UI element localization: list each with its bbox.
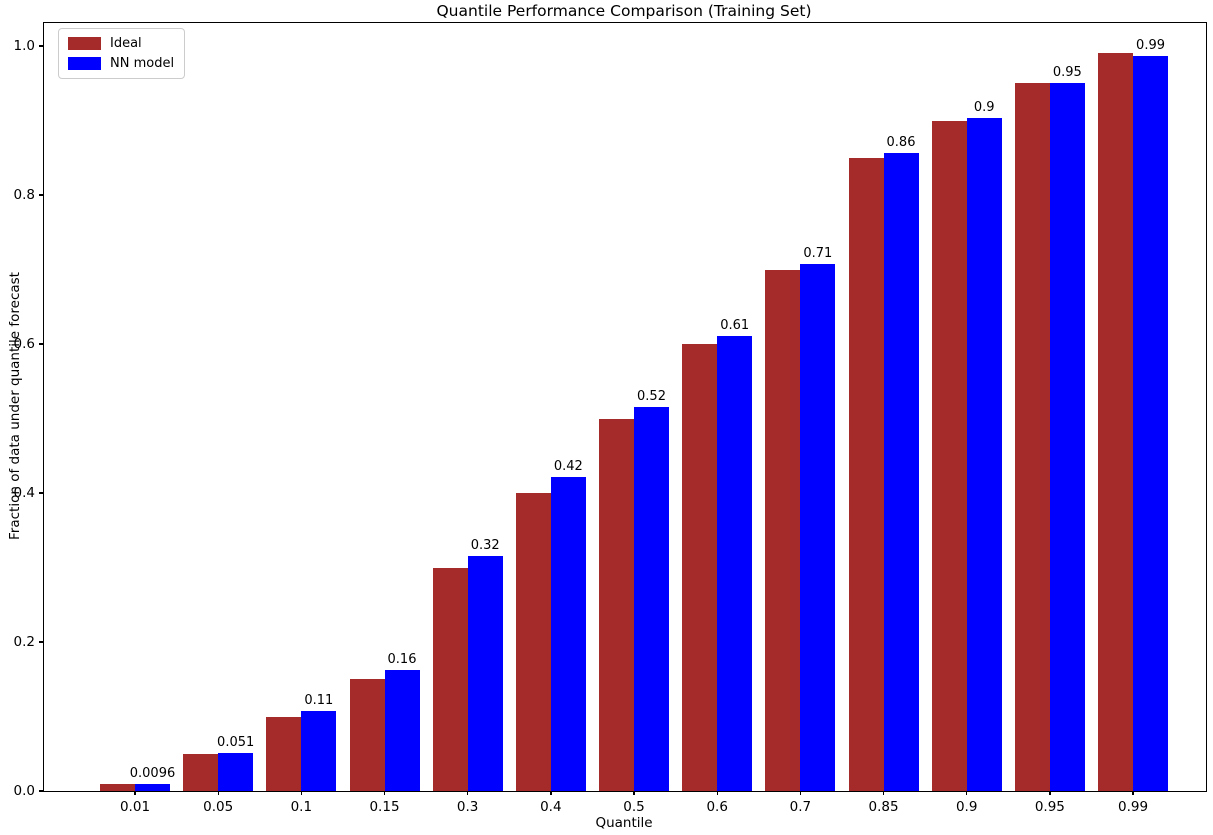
- legend-label-nn-model: NN model: [110, 56, 175, 71]
- y-tick-mark: [39, 45, 43, 47]
- x-tick-mark: [966, 791, 968, 795]
- bar-nn-model: [1049, 82, 1085, 791]
- y-tick-mark: [39, 641, 43, 643]
- bar-ideal: [100, 783, 135, 791]
- y-tick-label: 0.0: [13, 783, 35, 799]
- y-tick-label: 1.0: [13, 38, 35, 54]
- y-tick-label: 0.2: [13, 634, 35, 650]
- bar-ideal: [682, 344, 718, 791]
- y-tick-mark: [39, 343, 43, 345]
- bar-ideal: [432, 567, 468, 791]
- x-tick-mark: [217, 791, 219, 795]
- x-tick-label: 0.4: [540, 799, 562, 815]
- bar-ideal: [1098, 53, 1134, 791]
- x-tick-label: 0.7: [789, 799, 812, 815]
- bar-value-label: 0.32: [470, 537, 500, 553]
- legend-swatch-nn-model: [68, 57, 101, 70]
- bar-nn-model: [135, 783, 170, 791]
- x-tick-label: 0.6: [706, 799, 728, 815]
- bar-value-label: 0.11: [304, 693, 334, 709]
- x-tick-mark: [134, 791, 136, 795]
- bar-value-label: 0.95: [1052, 64, 1082, 80]
- x-axis-label: Quantile: [595, 815, 653, 831]
- y-tick-label: 0.8: [13, 187, 35, 203]
- bar-nn-model: [467, 555, 503, 791]
- x-tick-mark: [799, 791, 802, 795]
- bar-ideal: [266, 716, 302, 791]
- bar-nn-model: [384, 669, 420, 791]
- x-tick-label: 0.99: [1118, 799, 1149, 815]
- bar-nn-model: [550, 477, 586, 791]
- bar-nn-model: [1133, 56, 1169, 791]
- bar-value-label: 0.0096: [129, 765, 176, 781]
- bar-ideal: [1014, 83, 1050, 791]
- x-tick-mark: [550, 791, 552, 795]
- x-tick-mark: [716, 791, 718, 795]
- y-tick-mark: [39, 492, 43, 494]
- x-tick-mark: [383, 791, 386, 795]
- bar-value-label: 0.051: [217, 735, 255, 750]
- x-tick-mark: [467, 791, 469, 795]
- x-tick-label: 0.9: [955, 799, 978, 815]
- x-tick-mark: [1049, 791, 1051, 795]
- bar-nn-model: [634, 407, 670, 791]
- plot-area: Ideal NN model 0.0 0.2 0.4 0.6 0.8 1.0 0.01 0.0…: [14, 22, 1207, 815]
- chart-title: Quantile Performance Comparison (Trainin…: [436, 2, 812, 20]
- x-tick-mark: [882, 791, 885, 795]
- bar-value-label: 0.99: [1136, 38, 1165, 54]
- bar-ideal: [515, 493, 551, 791]
- x-tick-label: 0.15: [369, 799, 400, 815]
- bar-nn-model: [301, 711, 337, 791]
- bar-ideal: [931, 120, 967, 791]
- bar-ideal: [183, 753, 219, 791]
- bar-nn-model: [883, 152, 919, 791]
- y-tick-mark: [39, 790, 43, 792]
- bar-ideal: [765, 269, 801, 791]
- x-tick-label: 0.05: [203, 799, 234, 815]
- x-tick-label: 0.5: [623, 799, 645, 815]
- x-tick-mark: [300, 791, 303, 795]
- x-tick-mark: [633, 791, 635, 795]
- x-tick-label: 0.1: [290, 799, 313, 815]
- y-tick-label: 0.6: [13, 336, 35, 352]
- bar-value-label: 0.42: [553, 459, 583, 475]
- x-tick-label: 0.01: [119, 799, 151, 815]
- bar-value-label: 0.61: [720, 317, 750, 333]
- x-tick-mark: [1132, 791, 1134, 795]
- legend: Ideal NN model: [58, 28, 186, 79]
- bar-value-label: 0.52: [637, 389, 666, 405]
- bar-ideal: [599, 418, 635, 791]
- legend-label-ideal: Ideal: [110, 36, 142, 51]
- y-tick-mark: [39, 194, 43, 196]
- x-tick-label: 0.95: [1034, 799, 1065, 815]
- bar-ideal: [848, 157, 884, 791]
- bar-nn-model: [218, 753, 254, 791]
- bar-value-label: 0.71: [803, 245, 833, 261]
- bar-ideal: [349, 679, 385, 791]
- legend-swatch-ideal: [68, 37, 101, 50]
- bar-value-label: 0.16: [387, 651, 417, 667]
- legend-item-ideal: Ideal: [68, 36, 174, 51]
- bar-value-label: 0.86: [886, 134, 916, 150]
- x-tick-label: 0.3: [456, 799, 479, 815]
- x-tick-label: 0.85: [868, 799, 899, 815]
- legend-item-nn-model: NN model: [68, 56, 174, 71]
- bar-nn-model: [966, 118, 1002, 791]
- bar-nn-model: [717, 335, 753, 791]
- bar-value-label: 0.9: [973, 100, 995, 116]
- bar-nn-model: [800, 263, 836, 791]
- y-tick-label: 0.4: [13, 485, 35, 501]
